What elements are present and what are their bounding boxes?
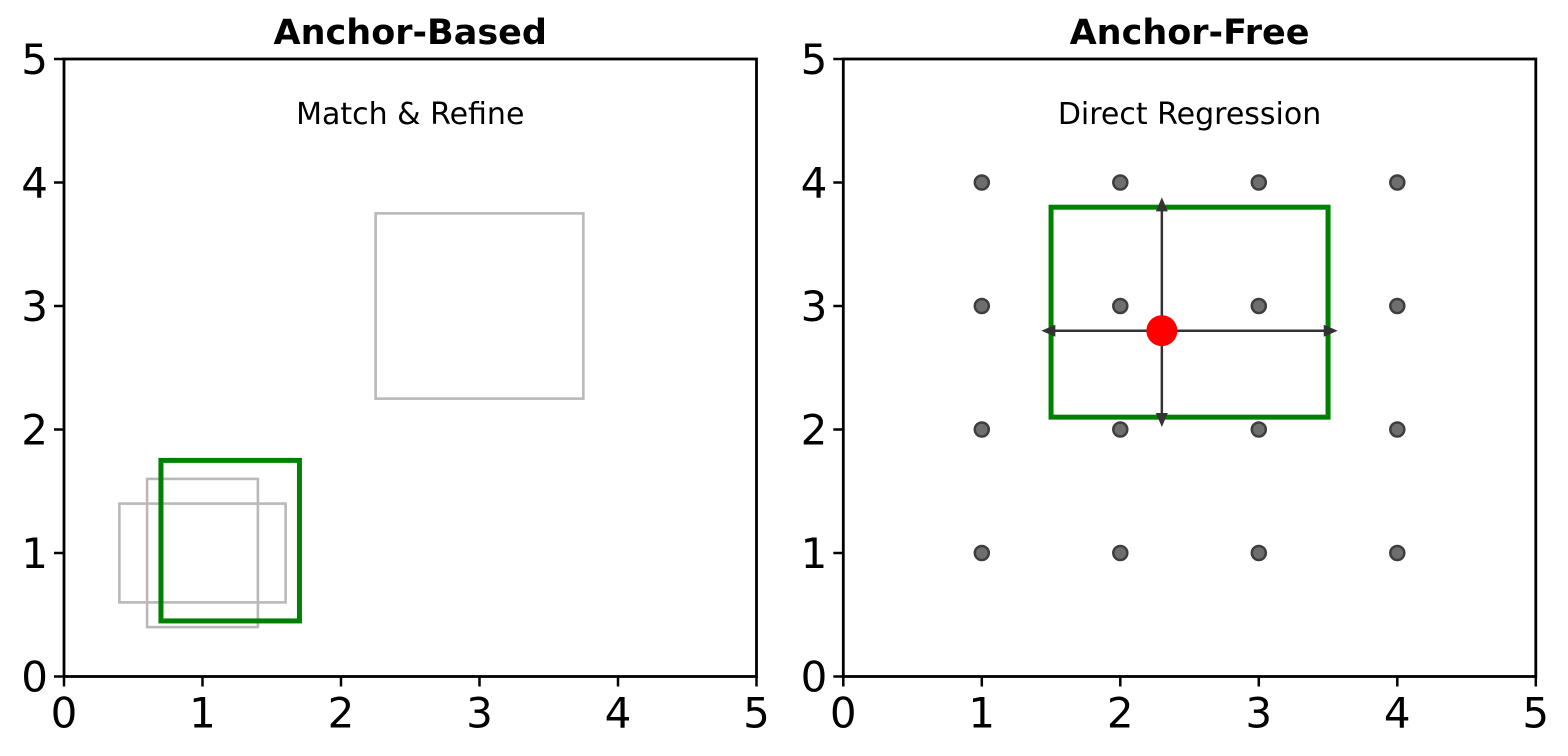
anchor-box-portrait <box>145 477 260 629</box>
x-tick-label: 0 <box>51 689 78 738</box>
x-tick-label: 3 <box>1245 689 1272 738</box>
grid-location-dot <box>1112 544 1129 562</box>
y-tick-label: 1 <box>21 529 48 578</box>
anchor-box-landscape <box>118 502 287 604</box>
arrowhead <box>1323 324 1338 337</box>
grid-location-dot <box>1112 421 1129 438</box>
grid-location-dot <box>973 297 991 315</box>
regression-center-point <box>1146 315 1178 347</box>
panel-title: Anchor-Based <box>274 13 547 53</box>
grid-location-dot <box>1250 174 1268 191</box>
anchor-box-unmatched <box>374 212 585 400</box>
y-tick-label: 1 <box>801 529 828 578</box>
arrowhead <box>1041 324 1056 337</box>
arrowhead <box>1155 197 1168 212</box>
y-tick-label: 0 <box>801 653 828 702</box>
x-tick-label: 4 <box>1384 689 1411 738</box>
arrowhead <box>1155 413 1168 428</box>
plot-content: 0 1 2 3 4 5 0 1 2 3 4 5 <box>801 35 1550 738</box>
grid-location-dot <box>973 174 991 191</box>
x-tick-label: 5 <box>743 689 770 738</box>
panel-title: Anchor-Free <box>1070 13 1310 53</box>
grid-location-dot <box>1250 297 1268 315</box>
grid-location-dot <box>1389 297 1406 315</box>
axes-frame <box>841 57 1538 678</box>
grid-location-dot <box>1389 544 1406 562</box>
axes-frame <box>62 57 758 678</box>
grid-location-dot <box>1250 421 1268 438</box>
plot-content: 0 1 2 3 4 5 0 1 2 3 4 5 <box>21 35 770 738</box>
x-tick-label: 1 <box>189 689 216 738</box>
grid-location-dot <box>1389 174 1406 191</box>
y-tick-label: 4 <box>21 159 48 208</box>
y-tick-label: 5 <box>21 35 48 84</box>
anchor-free-panel: Anchor-Free Direct Regression 0 1 2 3 4 5 0 1 2 3… <box>801 13 1550 738</box>
panel-annotation: Match & Refine <box>296 97 524 132</box>
grid-location-dot <box>1112 297 1129 315</box>
grid-location-dot <box>973 544 991 562</box>
x-tick-label: 3 <box>466 689 493 738</box>
x-tick-label: 2 <box>328 689 355 738</box>
y-tick-label: 3 <box>801 282 828 331</box>
anchor-based-panel: Anchor-Based Match & Refine 0 1 2 3 4 5 0 1 2 3 4 5 <box>21 13 770 738</box>
predicted-box <box>1048 204 1331 420</box>
y-tick-label: 5 <box>801 35 828 84</box>
x-tick-label: 0 <box>830 689 857 738</box>
y-tick-label: 3 <box>21 282 48 331</box>
y-tick-label: 4 <box>801 159 828 208</box>
panel-annotation: Direct Regression <box>1058 97 1321 132</box>
y-tick-label: 2 <box>801 406 828 455</box>
grid-location-dot <box>973 421 991 438</box>
x-tick-label: 1 <box>968 689 995 738</box>
grid-location-dot <box>1112 174 1129 191</box>
refined-prediction-box <box>158 457 302 624</box>
x-tick-label: 2 <box>1107 689 1134 738</box>
grid-location-dot <box>1250 544 1268 562</box>
x-tick-label: 4 <box>605 689 632 738</box>
x-tick-label: 5 <box>1522 689 1549 738</box>
y-tick-label: 2 <box>21 406 48 455</box>
y-tick-label: 0 <box>21 653 48 702</box>
grid-location-dot <box>1389 421 1406 438</box>
